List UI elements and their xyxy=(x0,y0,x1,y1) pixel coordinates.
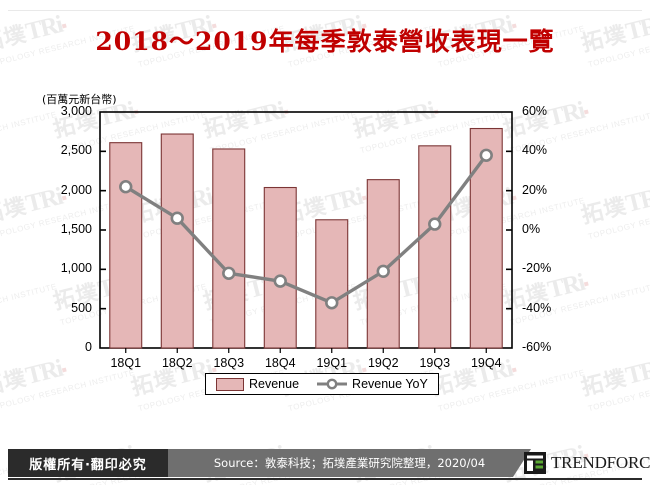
y-axis-tick-label: 2,000 xyxy=(60,182,92,197)
right-axis-tick-label: -20% xyxy=(522,261,552,276)
x-axis-tick-label: 18Q2 xyxy=(161,356,193,370)
legend-label-revenue: Revenue xyxy=(249,377,300,391)
chart-legend: Revenue Revenue YoY xyxy=(205,373,439,395)
right-axis-tick-label: -60% xyxy=(522,340,552,354)
top-divider xyxy=(8,10,642,11)
right-axis-tick-label: 60% xyxy=(522,104,548,118)
x-axis-tick-label: 19Q4 xyxy=(470,356,502,370)
y-axis-tick-label: 1,000 xyxy=(60,261,92,276)
source-note: Source：敦泰科技；拓墣產業研究院整理，2020/04 xyxy=(168,449,513,477)
y-axis-tick-label: 3,000 xyxy=(60,104,92,118)
page-title: 2018～2019年每季敦泰營收表現一覽 xyxy=(95,27,555,56)
line-revenue-yoy xyxy=(124,153,488,305)
line-marker-revenue-yoy xyxy=(376,264,390,279)
legend-item-revenue[interactable]: Revenue xyxy=(216,377,299,391)
line-marker-revenue-yoy xyxy=(119,180,133,194)
bar-revenue xyxy=(418,145,452,349)
legend-line-revenue-yoy xyxy=(317,378,348,390)
y-axis-tick-label: 500 xyxy=(71,300,92,315)
legend-swatch-revenue xyxy=(216,377,244,391)
footer-bar: 版權所有‧翻印必究 Source：敦泰科技；拓墣產業研究院整理，2020/04 … xyxy=(8,449,650,477)
x-axis-tick-label: 19Q1 xyxy=(316,356,348,370)
right-axis-tick-label: 20% xyxy=(522,182,548,197)
revenue-yoy-chart xyxy=(99,111,513,353)
bar-revenue xyxy=(469,127,503,349)
x-axis-tick-label: 18Q1 xyxy=(110,356,142,370)
x-axis-tick-label: 19Q2 xyxy=(367,356,399,370)
x-axis-tick-label: 18Q3 xyxy=(213,356,245,370)
trendforce-mark-icon xyxy=(524,452,546,474)
bar-revenue xyxy=(109,142,143,349)
copyright-notice: 版權所有‧翻印必究 xyxy=(8,449,168,477)
x-axis-tick-label: 19Q3 xyxy=(419,356,451,370)
brand-logo: TRENDFORCE xyxy=(524,447,650,479)
legend-item-revenue-yoy[interactable]: Revenue YoY xyxy=(317,377,428,391)
bar-revenue xyxy=(366,179,400,349)
footer-divider xyxy=(8,478,642,480)
legend-label-revenue-yoy: Revenue YoY xyxy=(352,377,428,391)
y-axis-tick-label: 0 xyxy=(85,340,92,354)
line-marker-revenue-yoy xyxy=(222,266,236,280)
line-marker-revenue-yoy xyxy=(325,296,339,310)
bar-revenue xyxy=(315,219,349,349)
right-axis-tick-label: 0% xyxy=(522,222,541,236)
line-marker-revenue-yoy xyxy=(170,211,184,225)
right-axis-tick-label: -40% xyxy=(522,300,552,315)
right-axis-tick-label: 40% xyxy=(522,143,548,158)
bar-revenue xyxy=(160,133,194,349)
bar-revenue xyxy=(263,186,297,349)
y-axis-tick-label: 2,500 xyxy=(60,143,92,158)
brand-name: TRENDFORCE xyxy=(551,453,650,472)
bar-revenue xyxy=(212,148,246,349)
line-marker-revenue-yoy xyxy=(479,148,493,162)
line-marker-revenue-yoy xyxy=(273,274,287,288)
y-axis-unit-label: (百萬元新台幣) xyxy=(42,93,117,106)
x-axis-tick-label: 18Q4 xyxy=(264,356,296,370)
line-marker-revenue-yoy xyxy=(428,217,442,231)
chart-container: (百萬元新台幣) 0 500 1,000 1,500 2,000 2,500 3,000 -6… xyxy=(0,78,650,408)
y-axis-tick-label: 1,500 xyxy=(60,222,92,236)
